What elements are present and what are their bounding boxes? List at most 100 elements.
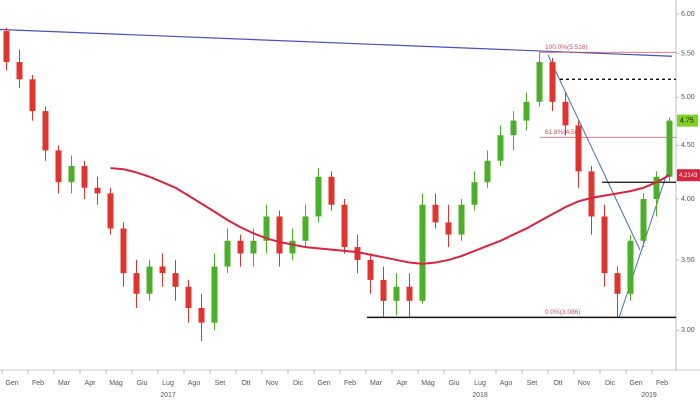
candle-body [237, 240, 244, 254]
x-tick-label: Giu [449, 380, 460, 387]
candle-body [42, 111, 49, 151]
candle-body [653, 176, 660, 200]
candle-body [588, 171, 595, 217]
x-tick-label: Mar [58, 380, 71, 387]
x-tick-label: Lug [474, 380, 486, 387]
candle-body [172, 273, 179, 287]
x-tick-label: Dic [293, 380, 304, 387]
candle-body [393, 286, 400, 301]
candle-body [315, 176, 322, 217]
x-tick-label: Set [527, 380, 538, 387]
candle-body [276, 216, 283, 254]
x-tick-label: Mag [109, 380, 123, 387]
candle-body [549, 62, 556, 102]
x-tick-label: Gen [317, 380, 330, 387]
candle-body [263, 216, 270, 241]
y-tick-label: 5.00 [681, 94, 695, 101]
candle-body [419, 204, 426, 301]
candle-body [445, 222, 452, 235]
x-tick-label: Lug [162, 380, 174, 387]
fib-label: 0.0%(3.086) [545, 309, 580, 316]
year-label: 2019 [641, 392, 657, 399]
year-label: 2018 [472, 392, 488, 399]
ma-label: 4.2143 [679, 173, 698, 179]
trendline [0, 28, 673, 57]
candle-body [627, 240, 634, 294]
x-tick-label: Ago [500, 380, 513, 387]
candle-body [523, 101, 530, 121]
x-tick-label: Nov [266, 380, 279, 387]
candle-body [614, 273, 621, 294]
x-tick-label: Mag [421, 380, 435, 387]
candle-body [68, 166, 75, 183]
moving-average [110, 167, 670, 265]
candle-body [380, 279, 387, 301]
candle-body [510, 120, 517, 136]
candle-body [289, 240, 296, 254]
candle-body [575, 125, 582, 172]
candle-body [432, 204, 439, 223]
pattern-line [547, 54, 641, 251]
x-tick-label: Gen [629, 380, 642, 387]
candle-body [250, 240, 257, 254]
candle-body [640, 199, 647, 241]
candle-body [484, 160, 491, 183]
y-tick-label: 4.50 [681, 142, 695, 149]
y-tick-label: 3.50 [681, 257, 695, 264]
fib-label: 61.8%(4.58) [545, 129, 580, 136]
x-tick-label: Giu [137, 380, 148, 387]
x-tick-label: Apr [397, 380, 409, 387]
candle-body [55, 150, 62, 183]
candle-body [107, 193, 114, 229]
x-tick-label: Nov [578, 380, 591, 387]
candle-body [133, 273, 140, 294]
candle-body [81, 166, 88, 188]
candle-body [16, 62, 23, 80]
ma-badge [677, 169, 700, 182]
candle-body [406, 286, 413, 301]
x-tick-label: Mar [370, 380, 383, 387]
candle-body [185, 286, 192, 308]
candle-body [29, 79, 36, 112]
y-tick-label: 4.00 [681, 196, 695, 203]
candle-body [458, 204, 465, 235]
candle-body [328, 176, 335, 205]
x-tick-label: Feb [32, 380, 44, 387]
candle-body [159, 266, 166, 274]
x-tick-label: Set [215, 380, 226, 387]
x-tick-label: Feb [344, 380, 356, 387]
candle-body [94, 187, 101, 194]
x-tick-label: Apr [85, 380, 97, 387]
x-tick-label: Dic [605, 380, 616, 387]
candle-body [367, 259, 374, 280]
candle-body [3, 31, 10, 63]
y-tick-label: 6.00 [681, 11, 695, 18]
candle-body [198, 307, 205, 323]
y-tick-label: 5.50 [681, 51, 695, 58]
candle-body [302, 216, 309, 241]
candle-body [666, 120, 673, 177]
candle-body [354, 247, 361, 260]
fib-label: 100.0%(5.518) [545, 44, 588, 51]
year-label: 2017 [160, 392, 176, 399]
candle-body [471, 182, 478, 205]
candle-body [146, 266, 153, 294]
candle-body [120, 228, 127, 274]
x-tick-label: Ott [241, 380, 250, 387]
x-tick-label: Ago [188, 380, 201, 387]
candle-body [224, 240, 231, 267]
x-tick-label: Gen [5, 380, 18, 387]
candle-body [562, 101, 569, 126]
candle-body [497, 135, 504, 161]
candle-body [211, 266, 218, 323]
candle-body [601, 216, 608, 274]
y-tick-label: 3.00 [681, 327, 695, 334]
candle-body [341, 204, 348, 248]
x-tick-label: Ott [553, 380, 562, 387]
last-price-badge [677, 114, 698, 127]
x-tick-label: Feb [656, 380, 668, 387]
candle-body [536, 62, 543, 102]
last-price-label: 4.75 [680, 117, 694, 124]
